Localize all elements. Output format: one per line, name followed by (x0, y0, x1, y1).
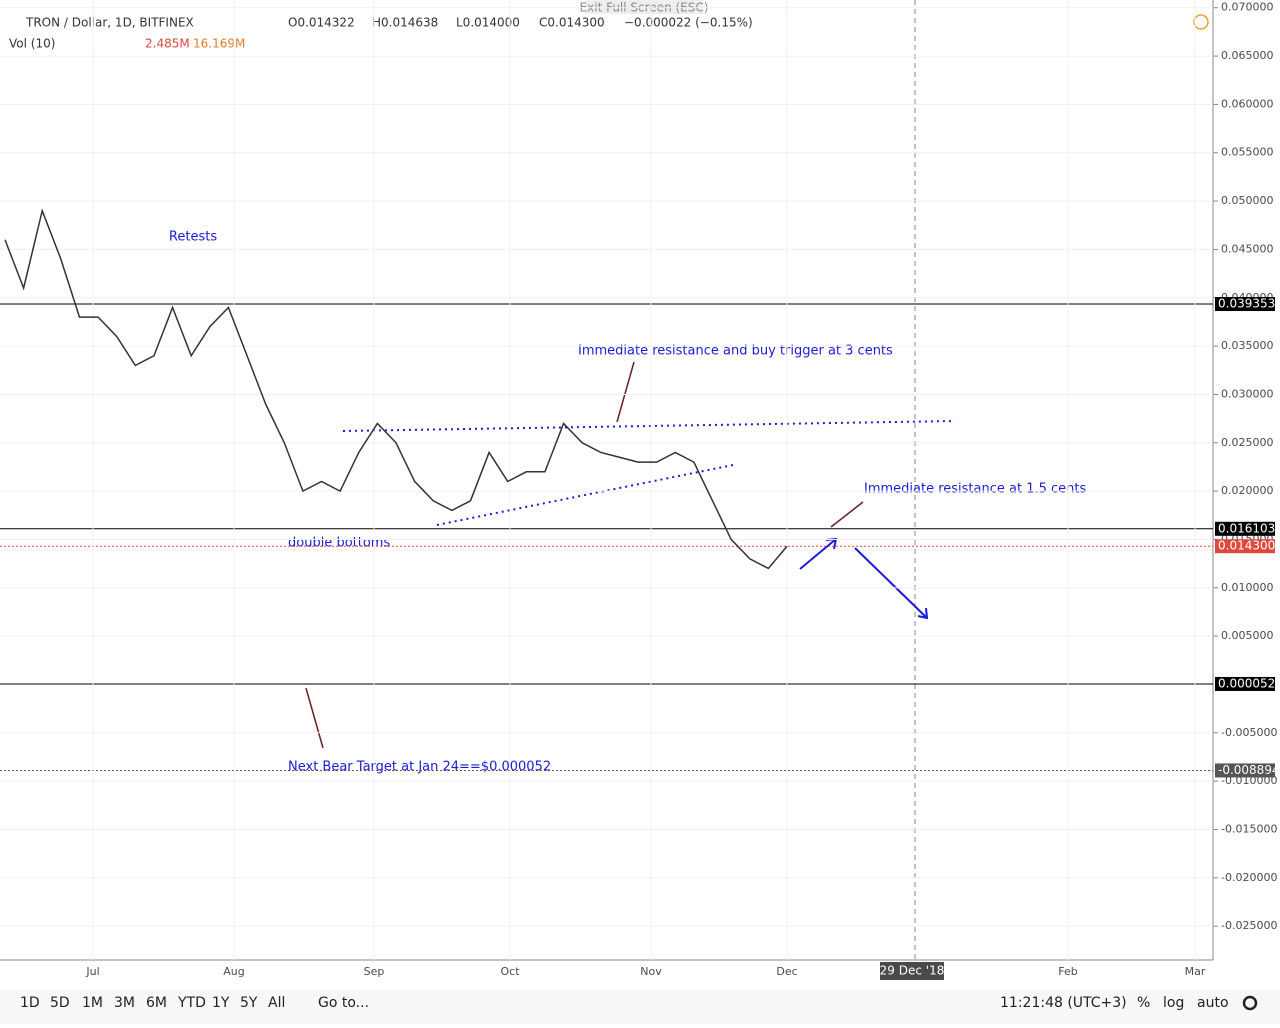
y-tick-label: 0.020000 (1221, 484, 1274, 497)
exit-box[interactable] (585, 0, 703, 14)
y-tick-label: -0.015000 (1221, 822, 1277, 835)
x-tick-label: Feb (1058, 965, 1077, 978)
annotation: Retests (169, 230, 217, 245)
range-button[interactable]: All (268, 995, 285, 1011)
range-button[interactable]: 1M (82, 995, 103, 1011)
y-tick-label: 0.010000 (1221, 581, 1274, 594)
settings[interactable] (1242, 995, 1258, 1011)
level-label-bg (1215, 763, 1275, 778)
y-tick-label: 0.045000 (1221, 242, 1274, 255)
volume-label[interactable]: Vol (10) (9, 37, 55, 51)
price-line (4, 208, 788, 570)
range-button[interactable]: 1D (20, 995, 40, 1011)
y-tick-label: 0.030000 (1221, 387, 1274, 400)
annotation: Immediate resistance at 1.5 cents (864, 482, 1086, 497)
toolbar (0, 990, 1280, 1024)
range-button[interactable]: YTD (177, 995, 206, 1011)
low: L0.014000 (456, 16, 520, 30)
level-label: 0.000052 (1218, 676, 1275, 690)
alert-icon[interactable] (1193, 14, 1209, 30)
x-tick-label: Oct (500, 965, 520, 978)
range-button[interactable]: 1Y (212, 995, 230, 1011)
y-tick-label: 0.005000 (1221, 629, 1274, 642)
clock: 11:21:48 (UTC+3) (1000, 995, 1127, 1011)
y-tick-label: -0.020000 (1221, 871, 1277, 884)
y-tick-label: -0.025000 (1221, 919, 1277, 932)
level-label: 0.016103 (1218, 521, 1275, 535)
y-tick-label: -0.005000 (1221, 726, 1277, 739)
range-button[interactable]: 3M (114, 995, 135, 1011)
y-tick-label: 0.055000 (1221, 146, 1274, 159)
y-tick-label: 0.025000 (1221, 436, 1274, 449)
x-tick-label: Aug (223, 965, 244, 978)
y-tick-label: 0.035000 (1221, 339, 1274, 352)
annotation: Immediate resistance and buy trigger at … (578, 344, 893, 359)
volume-value: 2.485M (145, 37, 190, 51)
log-toggle[interactable]: log (1163, 995, 1184, 1011)
level-label: 0.039353 (1218, 297, 1275, 311)
x-tick-label: Jul (85, 965, 99, 978)
x-tick-label: Sep (364, 965, 385, 978)
annotation: Next Bear Target at Jan 24==$0.000052 (288, 760, 551, 775)
open: O0.014322 (288, 16, 355, 30)
close: C0.014300 (539, 16, 605, 30)
x-tick-label: Mar (1185, 965, 1206, 978)
range-button[interactable]: 5D (50, 995, 70, 1011)
drawings-brown (305, 361, 864, 749)
level-label: -0.008894 (1218, 763, 1280, 777)
high: H0.014638 (372, 16, 438, 30)
y-tick-label: 0.060000 (1221, 97, 1274, 110)
range-button[interactable]: 6M (146, 995, 167, 1011)
x-tick-label: Nov (640, 965, 662, 978)
level-label-bg (1215, 676, 1275, 691)
level-label-bg (1215, 297, 1275, 312)
y-tick-label: 0.050000 (1221, 194, 1274, 207)
y-tick-label: 0.065000 (1221, 49, 1274, 62)
y-tick-label: 0.070000 (1221, 1, 1274, 14)
goto[interactable]: Go to... (318, 995, 369, 1011)
volume-ma: 16.169M (193, 37, 245, 51)
cursor-date: 29 Dec '18 (880, 964, 945, 978)
range-button[interactable]: 5Y (240, 995, 258, 1011)
level-label-bg (1215, 539, 1275, 554)
change: −0.000022 (−0.15%) (624, 16, 753, 30)
x-tick-label: Dec (776, 965, 797, 978)
annotation: double bottoms (288, 536, 390, 551)
auto-toggle[interactable]: auto (1197, 995, 1229, 1011)
symbol[interactable]: TRON / Dollar, 1D, BITFINEX (25, 16, 194, 30)
cursor-date-bg (880, 962, 944, 980)
percent-toggle[interactable]: % (1137, 995, 1150, 1011)
level-label-bg (1215, 521, 1275, 536)
level-label: 0.014300 (1218, 539, 1275, 553)
